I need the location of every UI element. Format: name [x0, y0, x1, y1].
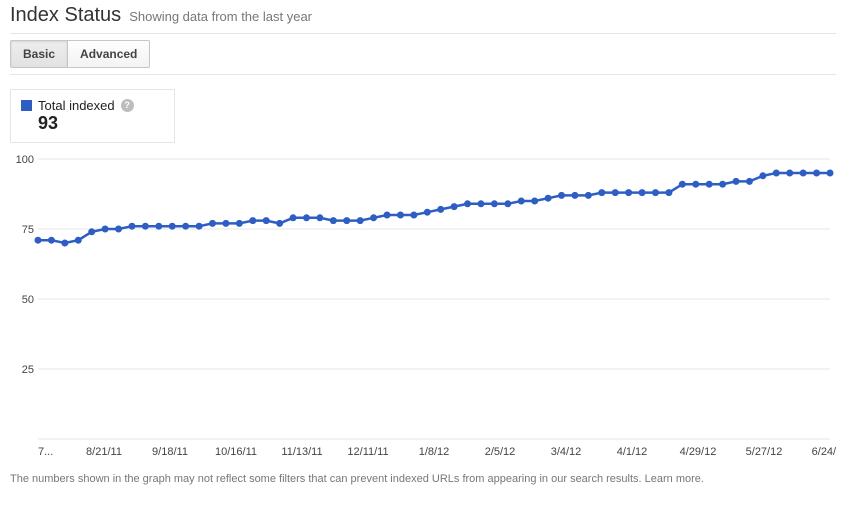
- svg-text:25: 25: [22, 364, 34, 376]
- svg-text:3/4/12: 3/4/12: [551, 446, 582, 458]
- svg-text:4/29/12: 4/29/12: [680, 446, 717, 458]
- legend-box: Total indexed ? 93: [10, 89, 175, 143]
- svg-text:75: 75: [22, 224, 34, 236]
- svg-text:9/18/11: 9/18/11: [152, 446, 188, 458]
- svg-text:12/11/11: 12/11/11: [347, 446, 388, 458]
- svg-text:11/13/11: 11/13/11: [281, 446, 322, 458]
- legend-swatch: [21, 100, 32, 111]
- tabs: Basic Advanced: [10, 33, 836, 75]
- svg-text:50: 50: [22, 294, 34, 306]
- tab-basic[interactable]: Basic: [10, 40, 68, 68]
- svg-text:2/5/12: 2/5/12: [485, 446, 516, 458]
- page-title: Index Status: [10, 4, 121, 27]
- svg-text:10/16/11: 10/16/11: [215, 446, 257, 458]
- legend-label: Total indexed: [38, 98, 115, 113]
- svg-text:100: 100: [16, 154, 34, 166]
- page-subtitle: Showing data from the last year: [129, 9, 312, 24]
- svg-text:1/8/12: 1/8/12: [419, 446, 450, 458]
- svg-text:8/21/11: 8/21/11: [86, 446, 122, 458]
- page-header: Index Status Showing data from the last …: [10, 4, 836, 27]
- footnote-text: The numbers shown in the graph may not r…: [10, 473, 645, 485]
- tab-advanced[interactable]: Advanced: [68, 40, 150, 68]
- learn-more-link[interactable]: Learn more.: [645, 473, 704, 485]
- index-chart: 25 50 75 100 7... 8/21/11 9/18/11 10/16/11 11/13…: [10, 153, 836, 463]
- svg-text:4/1/12: 4/1/12: [617, 446, 648, 458]
- svg-text:6/24/12: 6/24/12: [812, 446, 836, 458]
- svg-text:5/27/12: 5/27/12: [746, 446, 783, 458]
- footnote: The numbers shown in the graph may not r…: [10, 473, 836, 485]
- help-icon[interactable]: ?: [121, 99, 134, 112]
- svg-text:7...: 7...: [38, 446, 53, 458]
- legend-value: 93: [38, 113, 134, 134]
